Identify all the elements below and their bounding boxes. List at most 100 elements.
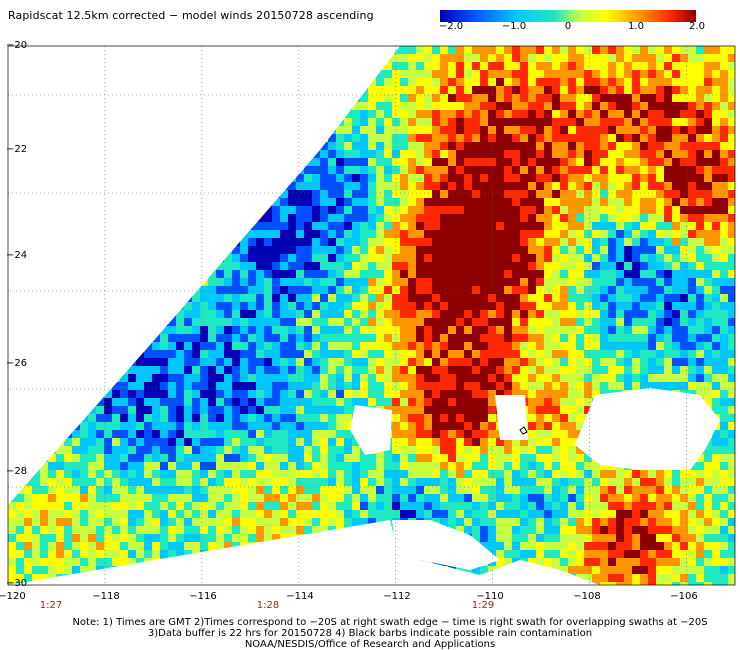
wind-cell — [304, 550, 312, 558]
wind-cell — [72, 46, 80, 54]
wind-cell — [360, 110, 368, 118]
wind-cell — [152, 342, 160, 350]
wind-cell — [496, 118, 504, 126]
wind-cell — [512, 502, 520, 510]
wind-cell — [488, 502, 496, 510]
wind-cell — [200, 318, 208, 326]
wind-cell — [560, 534, 568, 542]
wind-cell — [400, 230, 408, 238]
wind-cell — [80, 438, 88, 446]
wind-cell — [552, 278, 560, 286]
wind-cell — [504, 550, 512, 558]
wind-cell — [480, 270, 488, 278]
wind-cell — [200, 358, 208, 366]
wind-cell — [384, 518, 392, 526]
wind-cell — [112, 78, 120, 86]
wind-cell — [376, 350, 384, 358]
wind-cell — [416, 438, 424, 446]
wind-cell — [400, 454, 408, 462]
wind-cell — [536, 318, 544, 326]
wind-cell — [88, 198, 96, 206]
wind-cell — [560, 110, 568, 118]
wind-cell — [576, 70, 584, 78]
wind-cell — [192, 190, 200, 198]
wind-cell — [504, 222, 512, 230]
wind-cell — [528, 550, 536, 558]
wind-cell — [568, 174, 576, 182]
wind-cell — [448, 582, 456, 585]
wind-cell — [496, 350, 504, 358]
wind-cell — [88, 534, 96, 542]
wind-cell — [184, 110, 192, 118]
wind-cell — [168, 182, 176, 190]
wind-cell — [8, 542, 16, 550]
wind-cell — [376, 398, 384, 406]
wind-cell — [400, 358, 408, 366]
wind-cell — [216, 270, 224, 278]
wind-cell — [240, 174, 248, 182]
wind-cell — [328, 78, 336, 86]
wind-cell — [432, 366, 440, 374]
wind-cell — [312, 534, 320, 542]
wind-cell — [64, 470, 72, 478]
wind-cell — [376, 542, 384, 550]
wind-cell — [560, 286, 568, 294]
wind-cell — [400, 286, 408, 294]
wind-cell — [24, 286, 32, 294]
wind-cell — [88, 430, 96, 438]
wind-cell — [384, 366, 392, 374]
wind-cell — [256, 374, 264, 382]
wind-cell — [528, 342, 536, 350]
wind-cell — [160, 502, 168, 510]
wind-cell — [32, 350, 40, 358]
wind-cell — [464, 262, 472, 270]
wind-cell — [16, 54, 24, 62]
wind-cell — [496, 566, 504, 574]
wind-cell — [384, 302, 392, 310]
wind-cell — [256, 342, 264, 350]
wind-cell — [224, 374, 232, 382]
wind-cell — [520, 390, 528, 398]
wind-cell — [400, 470, 408, 478]
wind-cell — [24, 486, 32, 494]
wind-cell — [584, 94, 592, 102]
wind-cell — [232, 510, 240, 518]
wind-cell — [336, 446, 344, 454]
colorbar — [440, 10, 696, 22]
wind-cell — [80, 310, 88, 318]
wind-cell — [16, 478, 24, 486]
wind-cell — [416, 294, 424, 302]
wind-cell — [288, 46, 296, 54]
wind-cell — [48, 70, 56, 78]
wind-cell — [560, 550, 568, 558]
wind-cell — [552, 350, 560, 358]
wind-cell — [480, 174, 488, 182]
wind-cell — [424, 230, 432, 238]
wind-cell — [584, 286, 592, 294]
wind-cell — [272, 438, 280, 446]
wind-cell — [240, 438, 248, 446]
wind-cell — [496, 542, 504, 550]
wind-cell — [472, 438, 480, 446]
wind-cell — [464, 294, 472, 302]
wind-cell — [480, 382, 488, 390]
wind-cell — [192, 294, 200, 302]
wind-cell — [152, 502, 160, 510]
wind-cell — [232, 302, 240, 310]
wind-cell — [112, 374, 120, 382]
wind-cell — [400, 94, 408, 102]
wind-cell — [560, 542, 568, 550]
wind-cell — [224, 190, 232, 198]
wind-cell — [184, 470, 192, 478]
wind-cell — [200, 374, 208, 382]
wind-cell — [376, 526, 384, 534]
wind-cell — [224, 182, 232, 190]
wind-cell — [544, 126, 552, 134]
wind-cell — [320, 54, 328, 62]
wind-cell — [304, 278, 312, 286]
wind-cell — [304, 470, 312, 478]
wind-cell — [272, 334, 280, 342]
wind-cell — [304, 190, 312, 198]
wind-cell — [360, 86, 368, 94]
wind-cell — [216, 438, 224, 446]
